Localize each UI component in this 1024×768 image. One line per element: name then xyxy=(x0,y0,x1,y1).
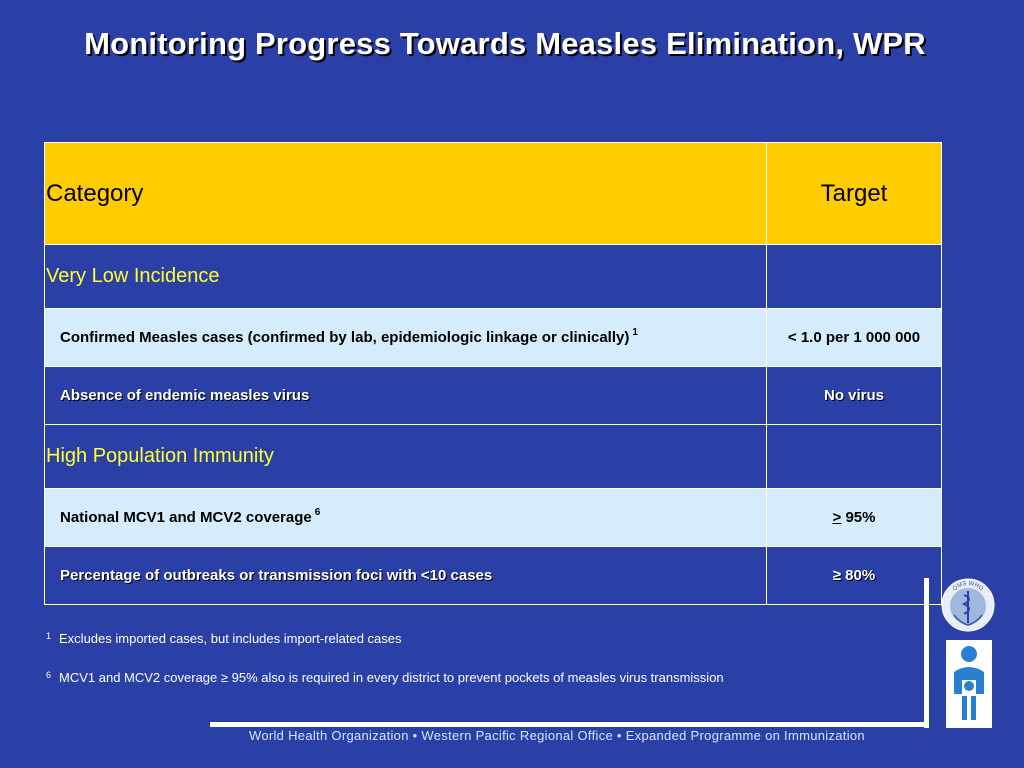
section-target-empty xyxy=(766,424,942,489)
slide-title: Monitoring Progress Towards Measles Elim… xyxy=(84,26,926,61)
footnote-text: MCV1 and MCV2 coverage ≥ 95% also is req… xyxy=(59,670,724,685)
header-target: Target xyxy=(766,142,942,245)
table-row: National MCV1 and MCV2 coverage 6 > 95% xyxy=(44,488,942,547)
section-label: High Population Immunity xyxy=(44,424,767,489)
section-row-very-low-incidence: Very Low Incidence xyxy=(44,244,942,309)
target-symbol: > xyxy=(832,509,842,526)
table-row: Percentage of outbreaks or transmission … xyxy=(44,546,942,605)
table-header-row: Category Target xyxy=(44,142,942,245)
epi-family-icon xyxy=(946,640,992,728)
section-label: Very Low Incidence xyxy=(44,244,767,309)
header-category: Category xyxy=(44,142,767,245)
who-ring-text: OMS WHO xyxy=(952,581,984,593)
section-target-empty xyxy=(766,244,942,309)
footnote-ref: 1 xyxy=(632,327,638,338)
footer-text: World Health Organization • Western Paci… xyxy=(249,728,865,743)
row-target: < 1.0 per 1 000 000 xyxy=(766,308,942,367)
frame-line-vertical xyxy=(924,578,929,728)
frame-line-horizontal xyxy=(210,722,929,727)
target-value: 95% xyxy=(845,509,876,526)
who-emblem-icon: OMS WHO xyxy=(941,578,995,632)
footnote-ref: 6 xyxy=(314,507,321,518)
row-label: Confirmed Measles cases (confirmed by la… xyxy=(44,308,767,367)
section-row-high-population-immunity: High Population Immunity xyxy=(44,424,942,489)
row-label: National MCV1 and MCV2 coverage 6 xyxy=(44,488,767,547)
table-row: Absence of endemic measles virus No viru… xyxy=(44,366,942,425)
row-label: Absence of endemic measles virus xyxy=(44,366,767,425)
footnote-6: 6 MCV1 and MCV2 coverage ≥ 95% also is re… xyxy=(46,670,724,685)
row-target: No virus xyxy=(766,366,942,425)
row-target: ≥ 80% xyxy=(766,546,942,605)
table-row: Confirmed Measles cases (confirmed by la… xyxy=(44,308,942,367)
footnote-1: 1 Excludes imported cases, but includes i… xyxy=(46,631,402,646)
row-target: > 95% xyxy=(766,488,942,547)
row-label: Percentage of outbreaks or transmission … xyxy=(44,546,767,605)
footnote-mark: 6 xyxy=(46,670,52,680)
footnote-text: Excludes imported cases, but includes im… xyxy=(59,631,402,646)
targets-table: Category Target Very Low Incidence Confi… xyxy=(44,142,942,605)
footnote-mark: 1 xyxy=(46,631,52,641)
